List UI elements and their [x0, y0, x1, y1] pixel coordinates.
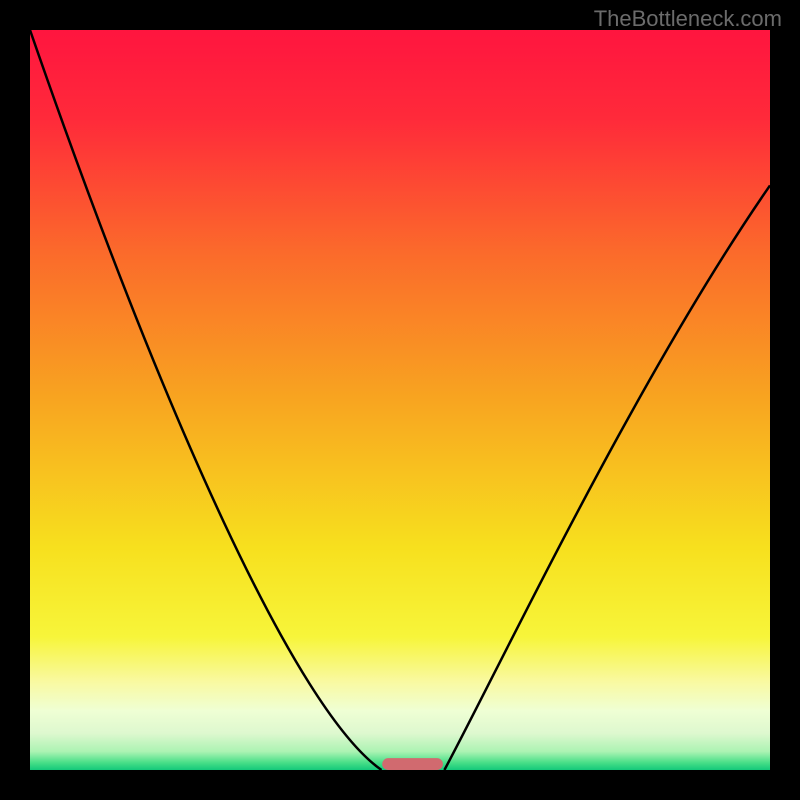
- chart-container: TheBottleneck.com: [0, 0, 800, 800]
- chart-svg: [0, 0, 800, 800]
- watermark-text: TheBottleneck.com: [594, 6, 782, 32]
- bottom-marker: [382, 758, 443, 770]
- plot-background: [30, 30, 770, 770]
